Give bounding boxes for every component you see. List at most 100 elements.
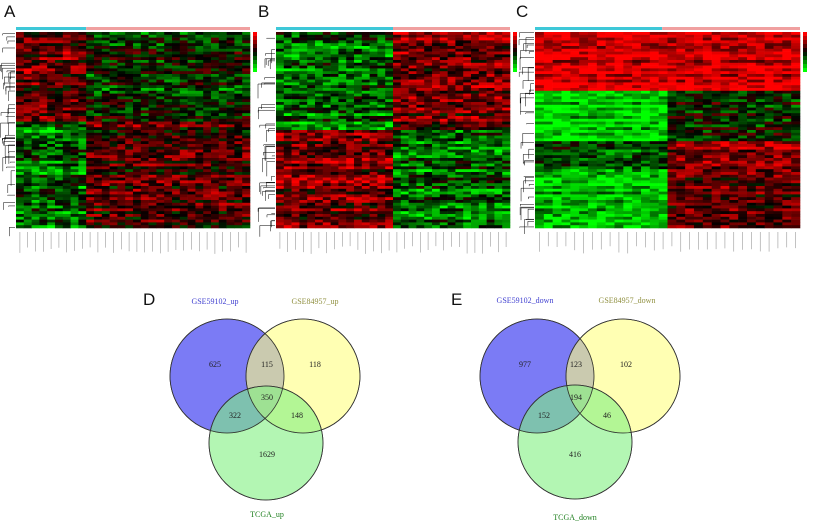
heatmap-cell [23, 60, 32, 64]
heatmap-cell [535, 71, 545, 75]
heatmap-cell [16, 186, 25, 190]
heatmap-cell [39, 216, 48, 220]
heatmap-cell [234, 160, 243, 164]
heatmap-cell [369, 51, 378, 55]
heatmap-cell [234, 163, 243, 167]
heatmap-cell [62, 99, 71, 103]
heatmap-cell [494, 130, 503, 134]
heatmap-cell [773, 37, 783, 41]
heatmap-cell [39, 191, 48, 195]
heatmap-cell [133, 40, 142, 44]
heatmap-cell [570, 34, 580, 38]
heatmap-cell [346, 205, 355, 209]
heatmap-cell [187, 62, 196, 66]
heatmap-cell [330, 152, 339, 156]
heatmap-cell [330, 186, 339, 190]
heatmap-cell [148, 208, 157, 212]
heatmap-cell [447, 99, 456, 103]
heatmap-cell [478, 132, 487, 136]
heatmap-cell [596, 40, 606, 44]
heatmap-cell [385, 60, 394, 64]
heatmap-cell [299, 160, 308, 164]
heatmap-cell [70, 90, 79, 94]
heatmap-cell [502, 191, 511, 195]
heatmap-cell [416, 82, 425, 86]
heatmap-cell [140, 74, 149, 78]
color-key-cell [253, 64, 257, 68]
heatmap-cell [455, 166, 464, 170]
heatmap-cell [55, 93, 64, 97]
heatmap-cell [755, 37, 765, 41]
heatmap-cell [393, 90, 402, 94]
heatmap-cell [416, 177, 425, 181]
heatmap-cell [330, 155, 339, 159]
heatmap-cell [579, 76, 589, 80]
heatmap-cell [377, 163, 386, 167]
heatmap-cell [62, 43, 71, 47]
heatmap-cell [94, 118, 103, 122]
heatmap-cell [55, 37, 64, 41]
heatmap-cell [156, 177, 165, 181]
heatmap-cell [133, 205, 142, 209]
heatmap-cell [187, 219, 196, 223]
heatmap-cell [156, 155, 165, 159]
heatmap-cell [588, 46, 598, 50]
heatmap-cell [179, 93, 188, 97]
heatmap-cell [471, 163, 480, 167]
heatmap-cell [424, 130, 433, 134]
heatmap-cell [94, 93, 103, 97]
heatmap-cell [31, 180, 40, 184]
heatmap-cell [187, 208, 196, 212]
heatmap-cell [416, 183, 425, 187]
heatmap-cell [16, 144, 25, 148]
heatmap-cell [291, 93, 300, 97]
heatmap-cell [354, 40, 363, 44]
heatmap-cell [502, 183, 511, 187]
heatmap-cell [377, 222, 386, 226]
heatmap-cell [782, 62, 792, 66]
heatmap-cell [543, 54, 553, 58]
heatmap-cell [432, 183, 441, 187]
heatmap-cell [764, 37, 774, 41]
heatmap-cell [31, 214, 40, 218]
heatmap-cell [338, 51, 347, 55]
heatmap-cell [361, 166, 370, 170]
heatmap-cell [94, 132, 103, 136]
heatmap-cell [439, 160, 448, 164]
heatmap-cell [377, 48, 386, 52]
heatmap-cell [16, 197, 25, 201]
heatmap-cell [187, 200, 196, 204]
heatmap-cell [322, 40, 331, 44]
heatmap-cell [455, 37, 464, 41]
heatmap-cell [385, 76, 394, 80]
heatmap-cell [291, 51, 300, 55]
heatmap-cell [307, 43, 316, 47]
heatmap-cell [164, 82, 173, 86]
heatmap-cell [408, 160, 417, 164]
heatmap-cell [315, 158, 324, 162]
heatmap-cell [234, 96, 243, 100]
heatmap-cell [764, 32, 774, 36]
heatmap-cell [156, 194, 165, 198]
heatmap-cell [455, 113, 464, 117]
heatmap-cell [242, 82, 251, 86]
color-key-cell [513, 64, 517, 68]
heatmap-cell [385, 40, 394, 44]
heatmap-cell [322, 62, 331, 66]
heatmap-cell [55, 110, 64, 114]
heatmap-cell [195, 54, 204, 58]
heatmap-cell [148, 60, 157, 64]
heatmap-cell [39, 118, 48, 122]
heatmap-cell [486, 71, 495, 75]
heatmap-cell [31, 202, 40, 206]
heatmap-cell [361, 194, 370, 198]
heatmap-cell [276, 74, 285, 78]
heatmap-cell [400, 138, 409, 142]
heatmap-cell [471, 48, 480, 52]
heatmap-cell [276, 107, 285, 111]
heatmap-cell [729, 57, 739, 61]
heatmap-cell [377, 174, 386, 178]
heatmap-cell [226, 102, 235, 106]
heatmap-cell [125, 107, 134, 111]
heatmap-cell [782, 65, 792, 69]
